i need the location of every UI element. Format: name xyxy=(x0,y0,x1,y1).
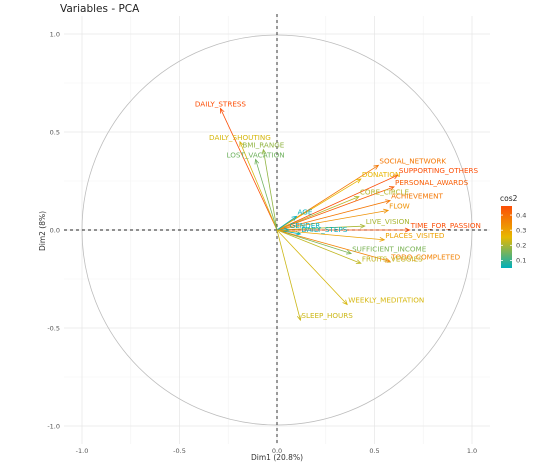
x-tick-label: -1.0 xyxy=(76,447,89,455)
label-bmi-range: BMI_RANGE xyxy=(242,141,284,150)
label-age: AGE xyxy=(298,207,313,216)
label-supporting-others: SUPPORTING_OTHERS xyxy=(399,166,479,175)
arrow-live-vision xyxy=(276,225,365,231)
y-axis-ticks: -1.0 -0.5 0.0 0.5 1.0 xyxy=(47,30,60,430)
arrow-lost-vacation xyxy=(255,159,278,231)
arrow-daily-stress xyxy=(220,108,278,231)
arrow-head xyxy=(388,186,395,191)
label-live-vision: LIVE_VISION xyxy=(366,217,410,226)
arrow-head xyxy=(239,140,244,147)
arrow-fruits-veggies xyxy=(276,229,361,264)
y-tick-label: -1.0 xyxy=(47,422,60,430)
arrow-sleep-hours xyxy=(276,229,301,321)
arrow-social-network xyxy=(276,164,379,231)
x-tick-label: -0.5 xyxy=(173,447,186,455)
arrow-flow xyxy=(276,210,389,231)
arrow-head xyxy=(385,199,392,205)
arrow-head xyxy=(359,223,366,229)
legend: cos2 0.4 0.3 0.2 0.1 xyxy=(500,194,526,268)
y-tick-label: -0.5 xyxy=(47,324,60,332)
y-tick-label: 1.0 xyxy=(50,30,60,38)
legend-ticks: 0.4 0.3 0.2 0.1 xyxy=(501,211,526,265)
arrow-head xyxy=(346,249,353,255)
label-core-circle: CORE_CIRCLE xyxy=(360,188,410,197)
arrow-achievement xyxy=(276,200,391,231)
legend-tick-label: 0.4 xyxy=(516,211,526,219)
arrow-weekly-meditation xyxy=(276,229,348,305)
arrow-head xyxy=(342,299,348,306)
x-tick-label: 0.5 xyxy=(369,447,379,455)
legend-title: cos2 xyxy=(500,194,518,203)
label-daily-shouting: DAILY_SHOUTING xyxy=(209,133,271,142)
arrow-todo-completed xyxy=(276,229,391,262)
arrow-head xyxy=(383,208,390,214)
arrow-head xyxy=(353,196,360,201)
arrow-head xyxy=(254,158,260,165)
variable-arrows xyxy=(220,107,411,322)
label-lost-vacation: LOST_VACATION xyxy=(226,150,284,159)
arrow-places-visited xyxy=(276,229,385,241)
chart-title: Variables - PCA xyxy=(60,3,140,15)
label-time-for-passion: TIME_FOR_PASSION xyxy=(410,221,481,230)
arrow-core-circle xyxy=(276,196,360,231)
legend-tick-label: 0.2 xyxy=(516,242,526,250)
arrow-head xyxy=(392,174,399,180)
y-axis-label: Dim2 (8%) xyxy=(38,211,47,251)
arrow-sufficient-income xyxy=(276,229,352,254)
arrow-daily-shouting xyxy=(239,141,278,231)
y-tick-label: 0.0 xyxy=(50,226,60,234)
variable-labels: DAILY_STRESS DAILY_SHOUTINGBMI_RANGELOST_… xyxy=(195,99,481,320)
x-tick-label: 0.0 xyxy=(272,447,282,455)
arrow-head xyxy=(291,215,298,221)
arrow-head xyxy=(355,178,362,184)
arrow-head xyxy=(373,164,380,170)
legend-tick-label: 0.3 xyxy=(516,226,526,234)
label-sufficient-income: SUFFICIENT_INCOME xyxy=(352,245,427,254)
arrow-head xyxy=(296,315,302,322)
label-social-network: SOCIAL_NETWORK xyxy=(379,156,446,165)
legend-tick-label: 0.1 xyxy=(516,257,526,265)
arrow-head xyxy=(220,107,225,114)
legend-colorbar xyxy=(501,206,512,268)
arrow-head xyxy=(261,148,267,155)
label-weekly-meditation: WEEKLY_MEDITATION xyxy=(348,295,424,304)
arrow-supporting-others xyxy=(276,174,399,231)
label-donation: DONATION xyxy=(362,170,400,179)
label-gender: GENDER xyxy=(290,221,321,230)
label-daily-steps: DAILY_STEPS xyxy=(301,225,347,234)
arrow-head xyxy=(355,259,362,264)
arrow-personal-awards xyxy=(276,186,395,231)
x-axis-label: Dim1 (20.8%) xyxy=(251,453,303,462)
arrow-bmi-range xyxy=(262,149,278,231)
label-flow: FLOW xyxy=(389,201,410,210)
label-achievement: ACHIEVEMENT xyxy=(391,192,443,201)
label-todo-completed: TODO_COMPLETED xyxy=(390,252,461,261)
x-axis-ticks: -1.0 -0.5 0.0 0.5 1.0 xyxy=(76,447,478,455)
label-daily-stress: DAILY_STRESS xyxy=(195,99,247,108)
arrow-head xyxy=(404,227,411,233)
y-tick-label: 0.5 xyxy=(50,128,60,136)
label-places-visited: PLACES_VISITED xyxy=(385,231,445,240)
arrow-head xyxy=(379,237,386,242)
arrow-donation xyxy=(276,178,362,231)
label-sleep-hours: SLEEP_HOURS xyxy=(301,311,353,320)
label-fruits-veggies: FRUITS_VEGGIES xyxy=(362,254,423,263)
x-tick-label: 1.0 xyxy=(467,447,477,455)
label-personal-awards: PERSONAL_AWARDS xyxy=(395,178,469,187)
arrow-age xyxy=(276,215,297,231)
arrow-head xyxy=(385,257,392,263)
